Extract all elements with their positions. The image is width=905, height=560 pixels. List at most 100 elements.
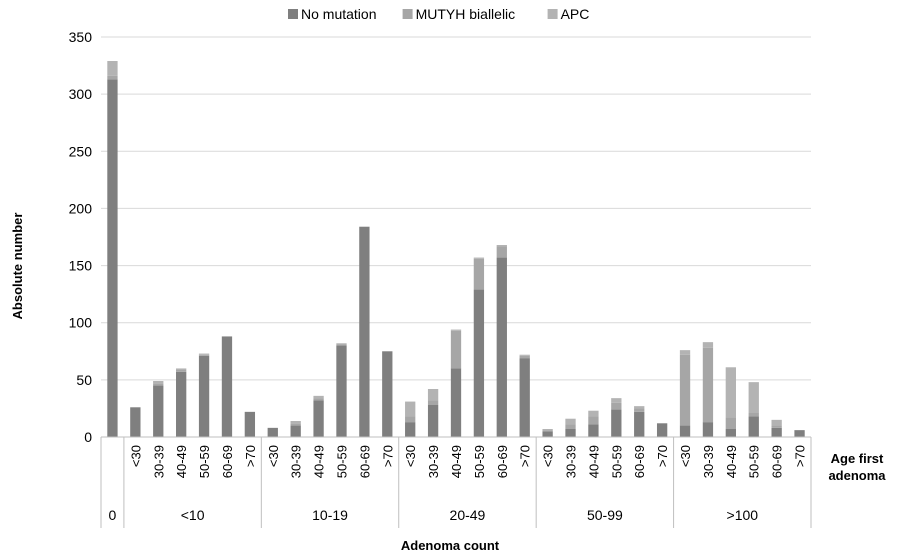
bar-segment bbox=[565, 424, 576, 429]
legend-label: No mutation bbox=[301, 6, 376, 22]
group-label: >100 bbox=[727, 507, 759, 523]
legend-label: APC bbox=[561, 6, 590, 22]
bar-segment bbox=[382, 351, 393, 437]
bar-segment bbox=[290, 425, 301, 437]
bar-segment bbox=[336, 345, 347, 437]
y-tick-label: 250 bbox=[69, 143, 93, 159]
legend-swatch bbox=[402, 9, 413, 19]
bar-segment bbox=[702, 347, 714, 423]
x-tick-label: 30-39 bbox=[426, 445, 441, 478]
y-tick-label: 100 bbox=[69, 315, 93, 331]
x-tick-label: >70 bbox=[655, 445, 670, 467]
bar-segment bbox=[450, 329, 462, 331]
x-tick-label: 50-59 bbox=[747, 445, 762, 478]
bar-segment bbox=[107, 61, 118, 76]
x-tick-label: 50-59 bbox=[472, 445, 487, 478]
bar-segment bbox=[405, 416, 416, 423]
bar-segment bbox=[771, 427, 782, 437]
x-tick-label: 60-69 bbox=[357, 445, 372, 478]
bar-segment bbox=[450, 330, 462, 369]
bar-segment bbox=[313, 395, 324, 399]
bar-segment bbox=[496, 246, 507, 258]
y-tick-label: 200 bbox=[69, 200, 93, 216]
bar-segment bbox=[679, 354, 691, 426]
x-tick-label: 30-39 bbox=[564, 445, 579, 478]
bar-segment bbox=[634, 406, 645, 409]
bar-segment bbox=[611, 398, 622, 403]
group-label: 0 bbox=[109, 507, 117, 523]
x-tick-label: >70 bbox=[243, 445, 258, 467]
bar-segment bbox=[473, 289, 485, 437]
bar-segment bbox=[221, 336, 233, 437]
x-tick-label: >70 bbox=[380, 445, 395, 467]
x-tick-label: 50-59 bbox=[197, 445, 212, 478]
x-tick-label: <30 bbox=[266, 445, 281, 467]
bar-segment bbox=[153, 383, 164, 386]
x-tick-label: <30 bbox=[128, 445, 143, 467]
x-tick-label: 60-69 bbox=[495, 445, 510, 478]
x-tick-label: 40-49 bbox=[586, 445, 601, 478]
group-label: 50-99 bbox=[587, 507, 623, 523]
y-tick-label: 50 bbox=[76, 372, 92, 388]
group-label: 20-49 bbox=[450, 507, 486, 523]
bars bbox=[107, 61, 805, 438]
y-tick-label: 150 bbox=[69, 258, 93, 274]
x-tick-label: 30-39 bbox=[289, 445, 304, 478]
bar-segment bbox=[427, 400, 439, 405]
bar-segment bbox=[290, 423, 301, 426]
bar-segment bbox=[290, 421, 301, 424]
bar-segment bbox=[496, 245, 507, 247]
legend-swatch bbox=[288, 9, 298, 19]
bar-segment bbox=[588, 416, 599, 425]
legend-label: MUTYH biallelic bbox=[416, 6, 516, 22]
bar-segment bbox=[313, 400, 324, 437]
bar-segment bbox=[634, 408, 645, 412]
axes: 0 50 100 150 200 250 300 350 <30 30-39 40-49 50-59 6… bbox=[69, 29, 812, 528]
bar-segment bbox=[267, 427, 278, 437]
y-tick-label: 0 bbox=[84, 429, 92, 445]
x-tick-label: 60-69 bbox=[220, 445, 235, 478]
bar-segment bbox=[771, 419, 782, 426]
bar-segment bbox=[519, 358, 530, 437]
bar-segment bbox=[496, 257, 507, 437]
bar-segment bbox=[748, 382, 759, 413]
x-tick-label: 30-39 bbox=[151, 445, 166, 478]
bar-segment bbox=[542, 431, 553, 437]
bar-segment bbox=[588, 410, 599, 417]
bar-segment bbox=[565, 429, 576, 437]
bar-segment bbox=[679, 425, 691, 437]
bar-segment bbox=[679, 350, 691, 355]
legend-swatch bbox=[547, 9, 558, 19]
bar-segment bbox=[359, 226, 370, 437]
bar-segment bbox=[130, 407, 141, 437]
bar-segment bbox=[725, 367, 736, 418]
bar-segment bbox=[542, 429, 553, 431]
bar-segment bbox=[748, 416, 759, 437]
bar-segment bbox=[542, 430, 553, 432]
bar-segment bbox=[611, 402, 622, 410]
bar-segment bbox=[656, 423, 668, 437]
y-tick-label: 350 bbox=[69, 29, 93, 45]
bar-segment bbox=[107, 75, 118, 80]
age-axis-label: Age first adenoma bbox=[828, 451, 886, 483]
x-tick-label: >70 bbox=[518, 445, 533, 467]
group-label: <10 bbox=[181, 507, 205, 523]
bar-segment bbox=[519, 354, 530, 356]
x-tick-label: 40-49 bbox=[312, 445, 327, 478]
bar-segment bbox=[473, 257, 485, 259]
bar-segment bbox=[588, 424, 599, 437]
x-tick-label: <30 bbox=[541, 445, 556, 467]
bar-segment bbox=[794, 430, 805, 437]
x-tick-label: <30 bbox=[678, 445, 693, 467]
bar-segment bbox=[107, 79, 118, 438]
legend: No mutation MUTYH biallelic APC bbox=[288, 6, 589, 22]
group-label: 10-19 bbox=[312, 507, 348, 523]
bar-segment bbox=[176, 368, 187, 370]
gridlines bbox=[101, 36, 811, 381]
bar-segment bbox=[634, 411, 645, 437]
bar-segment bbox=[153, 385, 164, 437]
x-tick-label: 60-69 bbox=[770, 445, 785, 478]
y-axis-label: Absolute number bbox=[10, 213, 25, 320]
bar-segment bbox=[427, 389, 439, 401]
